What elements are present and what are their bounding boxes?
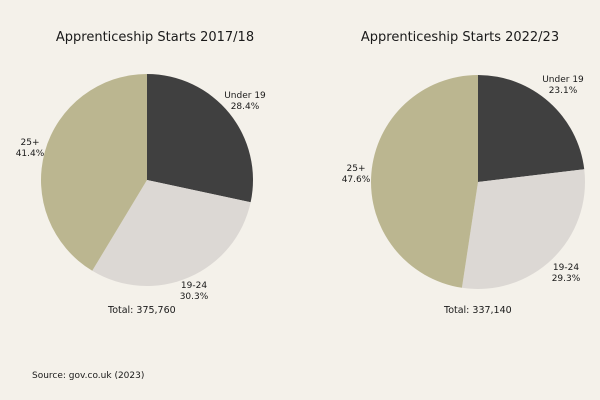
pie-slice-0-1 bbox=[92, 180, 251, 286]
slice-label-1-2: 25+ 47.6% bbox=[342, 164, 371, 185]
pie-slice-1-1 bbox=[461, 169, 585, 289]
chart-title-2022-23: Apprenticeship Starts 2022/23 bbox=[360, 30, 560, 45]
slice-label-1-1: 19-24 29.3% bbox=[552, 263, 581, 284]
slice-label-1-0: Under 19 23.1% bbox=[542, 75, 584, 96]
chart-title-2017-18: Apprenticeship Starts 2017/18 bbox=[55, 30, 255, 45]
pie-slice-1-0 bbox=[478, 75, 585, 182]
total-2017-18: Total: 375,760 bbox=[108, 305, 176, 316]
slice-label-0-0: Under 19 28.4% bbox=[224, 91, 266, 112]
pie-slice-1-2 bbox=[371, 75, 478, 288]
pie-slice-0-0 bbox=[147, 74, 253, 203]
total-2022-23: Total: 337,140 bbox=[444, 305, 512, 316]
pie-slice-0-2 bbox=[41, 74, 147, 271]
slice-label-0-1: 19-24 30.3% bbox=[180, 281, 209, 302]
slice-label-0-2: 25+ 41.4% bbox=[16, 138, 45, 159]
source-note: Source: gov.co.uk (2023) bbox=[32, 371, 145, 381]
